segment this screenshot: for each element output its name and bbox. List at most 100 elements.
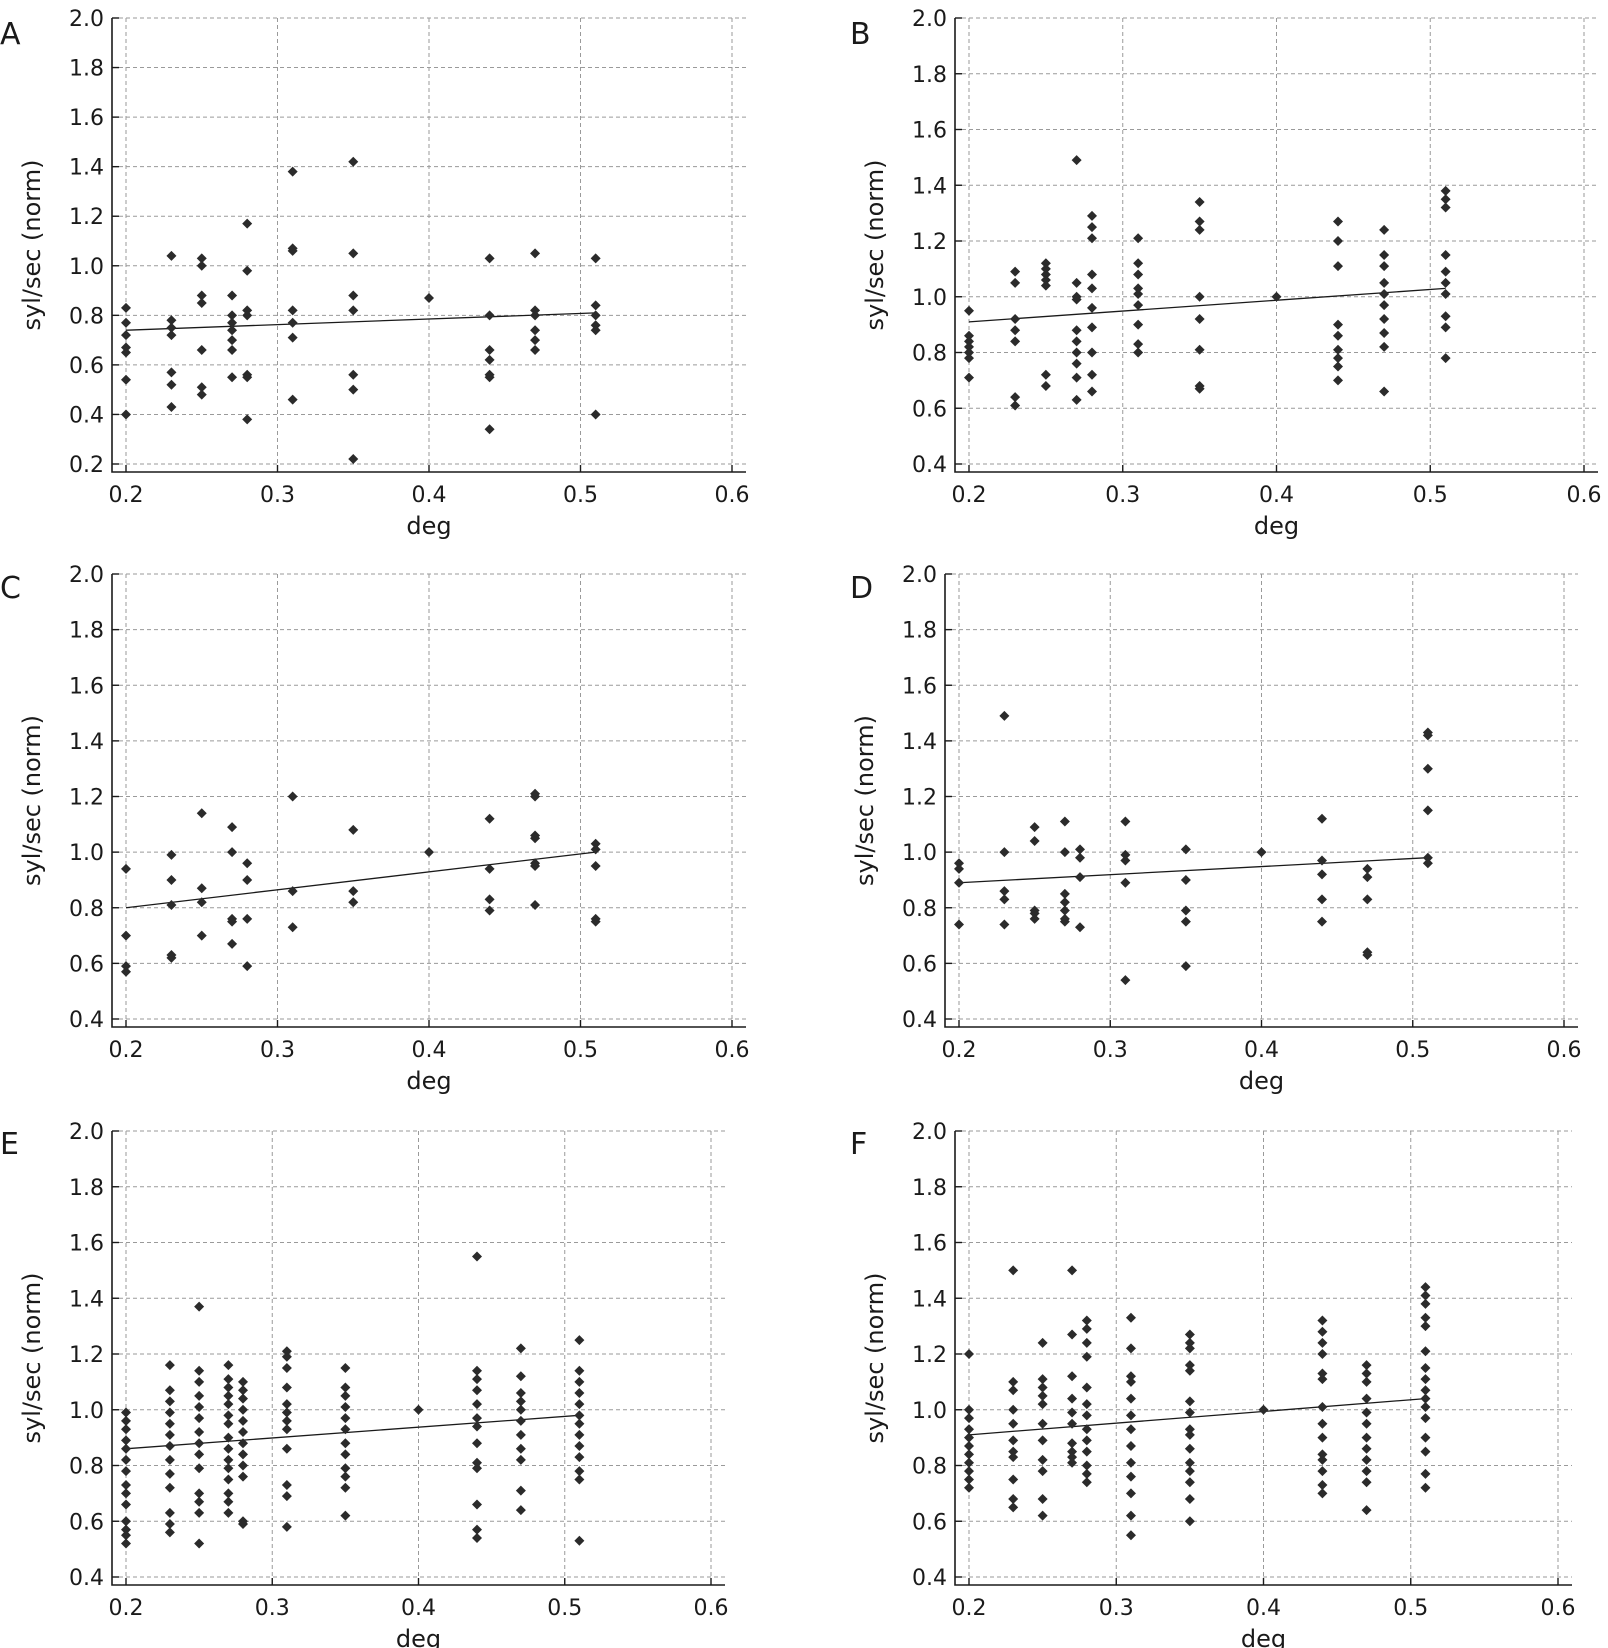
data-point (1008, 1493, 1019, 1504)
data-point (1420, 1346, 1431, 1357)
panel-e: E 0.2 0.3 0.4 0.5 0.6 0.4 0.6 0.8 1.0 1.2 1.4 1.6 1.8… (0, 1120, 729, 1648)
y-tick-label: 1.4 (69, 1287, 104, 1312)
data-point (166, 315, 177, 326)
data-point (340, 1362, 351, 1373)
data-point (964, 1413, 974, 1424)
data-point (281, 1407, 292, 1418)
data-point (1361, 1368, 1372, 1379)
data-point (999, 710, 1010, 721)
data-point (472, 1463, 482, 1474)
data-point (1333, 216, 1343, 227)
data-point (223, 1432, 234, 1443)
data-point (223, 1496, 234, 1507)
data-point (194, 1463, 205, 1474)
data-point (194, 1390, 205, 1401)
data-point (1379, 300, 1390, 311)
data-point (590, 409, 601, 420)
data-point (227, 345, 238, 356)
data-point (530, 899, 541, 910)
data-point (164, 1360, 175, 1371)
data-point (348, 290, 359, 301)
data-point (1087, 386, 1097, 397)
y-tick-label: 1.4 (902, 730, 937, 755)
trend-line (958, 857, 1428, 884)
data-point (1422, 852, 1433, 863)
data-point (1184, 1407, 1195, 1418)
panel-letter: F (850, 1127, 867, 1162)
data-point (472, 1399, 482, 1410)
y-tick-label: 1.6 (912, 1232, 947, 1257)
data-point (196, 382, 207, 393)
y-tick-label: 0.8 (69, 1455, 104, 1480)
y-tick-label: 0.8 (69, 304, 104, 329)
data-point (1194, 224, 1205, 235)
data-point (1184, 1443, 1195, 1454)
data-point (1379, 288, 1390, 299)
y-tick-label: 0.6 (69, 1510, 104, 1535)
data-point (1010, 277, 1021, 288)
data-point (999, 847, 1010, 858)
axis-frame (111, 1131, 725, 1586)
x-tick-label: 0.5 (1393, 1596, 1428, 1621)
data-point (1194, 196, 1205, 207)
data-point (164, 1527, 175, 1538)
data-point (287, 166, 298, 177)
x-tick-label: 0.4 (412, 483, 447, 508)
axis-frame (111, 574, 746, 1028)
data-point (1071, 325, 1082, 336)
data-point (1133, 347, 1144, 358)
data-point (340, 1382, 351, 1393)
data-point (484, 905, 495, 916)
data-point (227, 310, 238, 321)
data-point (340, 1413, 351, 1424)
data-point (348, 156, 359, 167)
y-tick-label: 1.8 (902, 619, 937, 644)
data-point (1010, 325, 1021, 336)
data-point (227, 317, 238, 328)
data-point (1194, 291, 1205, 302)
y-tick-label: 2.0 (69, 7, 104, 32)
x-tick-label: 0.3 (1099, 1596, 1134, 1621)
data-point (196, 253, 207, 264)
trend-line (125, 1414, 580, 1450)
x-tick-label: 0.2 (109, 483, 144, 508)
data-point (238, 1376, 248, 1387)
panel-f: F 0.2 0.3 0.4 0.5 0.6 0.4 0.6 0.8 1.0 1.2 1.4 1.6 1.8… (850, 1120, 1576, 1648)
x-axis-title: deg (1239, 1067, 1284, 1095)
data-point (242, 414, 253, 425)
data-point (530, 248, 541, 259)
data-point (1317, 1480, 1328, 1491)
data-point (1087, 233, 1097, 244)
data-point (964, 1457, 974, 1468)
data-point (227, 822, 238, 833)
data-point (1029, 836, 1040, 846)
data-point (1040, 263, 1051, 274)
data-point (1317, 869, 1327, 880)
data-point (121, 1415, 131, 1426)
data-point (348, 384, 359, 395)
data-point (281, 1362, 292, 1373)
data-point (1133, 258, 1144, 269)
y-tick-label: 1.2 (912, 1343, 947, 1368)
data-point (1040, 275, 1051, 286)
data-point (1194, 344, 1205, 355)
y-tick-label: 0.6 (912, 1510, 947, 1535)
data-point (242, 372, 253, 383)
data-point (223, 1360, 234, 1371)
data-point (1333, 375, 1343, 386)
data-point (1087, 322, 1097, 333)
data-point (964, 341, 974, 352)
data-point (1333, 353, 1343, 364)
data-point (238, 1471, 248, 1482)
data-point (1317, 1368, 1328, 1379)
y-axis-title: syl/sec (norm) (18, 1273, 46, 1444)
data-point (1184, 1396, 1195, 1407)
data-point (1317, 1449, 1328, 1460)
y-tick-label: 1.4 (69, 156, 104, 181)
data-point (340, 1510, 351, 1521)
y-tick-label: 1.8 (69, 1176, 104, 1201)
data-point (484, 863, 495, 874)
data-point (590, 844, 601, 855)
x-tick-label: 0.4 (1259, 483, 1294, 508)
data-point (1029, 908, 1040, 919)
